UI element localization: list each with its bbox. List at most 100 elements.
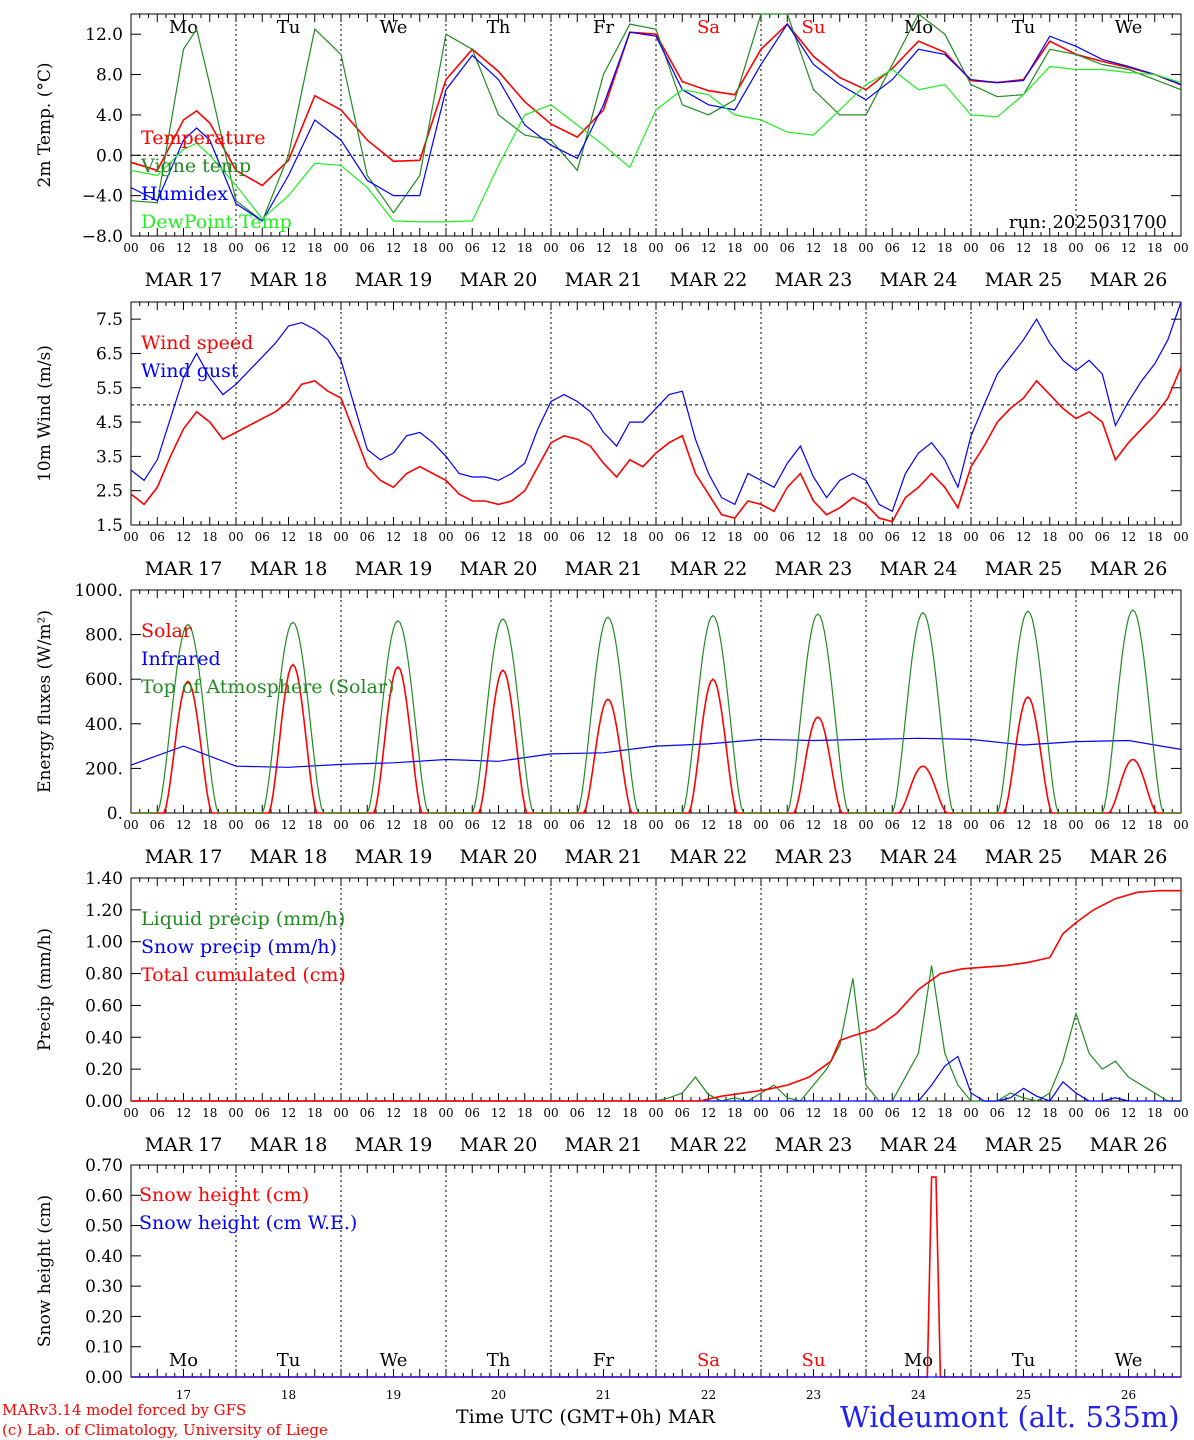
legend-entry: Snow height (cm)	[139, 1184, 309, 1206]
date-label: MAR 18	[250, 558, 328, 580]
hour-tick-label: 00	[543, 241, 558, 255]
hour-tick-label: 12	[1121, 1106, 1136, 1120]
hour-tick-label: 18	[307, 530, 322, 544]
y-tick-label: 0.	[107, 804, 123, 824]
hour-tick-label: 12	[1016, 530, 1031, 544]
day-number-label: 20	[491, 1388, 506, 1402]
legend-entry: DewPoint Temp	[141, 211, 292, 233]
hour-tick-label: 00	[963, 530, 978, 544]
y-tick-label: 0.10	[85, 1338, 123, 1358]
hour-tick-label: 18	[517, 818, 532, 832]
hour-tick-label: 18	[517, 241, 532, 255]
series-line-snow-precip-mm-h	[131, 1055, 1181, 1102]
y-tick-label: 0.00	[85, 1092, 123, 1112]
hour-tick-label: 12	[1121, 818, 1136, 832]
hour-tick-label: 18	[412, 241, 427, 255]
weekday-label: Mo	[904, 1350, 933, 1371]
weekday-label: Mo	[169, 17, 198, 38]
y-tick-label: 0.20	[85, 1307, 123, 1327]
hour-tick-label: 18	[517, 1106, 532, 1120]
hour-tick-label: 00	[648, 818, 663, 832]
date-label: MAR 21	[565, 558, 643, 580]
series-line-wind-speed	[130, 366, 1182, 523]
hour-tick-label: 00	[1173, 530, 1188, 544]
hour-tick-label: 12	[1121, 241, 1136, 255]
legend-entry: Liquid precip (mm/h)	[141, 908, 345, 930]
hour-tick-label: 12	[491, 818, 506, 832]
date-label: MAR 21	[565, 846, 643, 868]
weekday-label: Th	[487, 17, 511, 38]
hour-tick-label: 00	[543, 1106, 558, 1120]
date-label: MAR 25	[985, 269, 1063, 291]
day-number-label: 18	[281, 1388, 296, 1402]
date-label: MAR 22	[670, 1134, 748, 1156]
day-number-label: 22	[701, 1388, 716, 1402]
hour-tick-label: 12	[596, 241, 611, 255]
hour-tick-label: 00	[333, 241, 348, 255]
y-tick-label: 0.0	[96, 146, 123, 166]
hour-tick-label: 12	[701, 241, 716, 255]
hour-tick-label: 00	[228, 1106, 243, 1120]
y-tick-label: 0.20	[85, 1060, 123, 1080]
hour-tick-label: 00	[1173, 818, 1188, 832]
date-label: MAR 18	[250, 846, 328, 868]
model-credit: MARv3.14 model forced by GFS	[2, 1401, 247, 1419]
series-line-infrared	[130, 737, 1182, 768]
y-tick-label: 200.	[85, 759, 123, 779]
legend-entry: Wind gust	[141, 360, 239, 382]
hour-tick-label: 06	[1095, 818, 1110, 832]
hour-tick-label: 00	[228, 530, 243, 544]
hour-tick-label: 18	[307, 818, 322, 832]
day-number-label: 21	[596, 1388, 611, 1402]
date-label: MAR 22	[670, 269, 748, 291]
y-tick-label: 0.30	[85, 1277, 123, 1297]
hour-tick-label: 06	[360, 241, 375, 255]
hour-tick-label: 12	[596, 530, 611, 544]
date-label: MAR 24	[880, 846, 958, 868]
hour-tick-label: 06	[465, 1106, 480, 1120]
hour-tick-label: 06	[465, 818, 480, 832]
hour-tick-label: 00	[1068, 818, 1083, 832]
hour-tick-label: 00	[963, 241, 978, 255]
hour-tick-label: 00	[333, 530, 348, 544]
y-tick-label: 0.70	[85, 1156, 123, 1176]
date-label: MAR 22	[670, 846, 748, 868]
hour-tick-label: 18	[832, 241, 847, 255]
hour-tick-label: 18	[727, 1106, 742, 1120]
hour-tick-label: 18	[1042, 241, 1057, 255]
date-label: MAR 17	[145, 846, 223, 868]
series-line-total-cumulated-cm	[131, 889, 1181, 1102]
hour-tick-label: 18	[202, 1106, 217, 1120]
hour-tick-label: 06	[885, 818, 900, 832]
hour-tick-label: 06	[675, 241, 690, 255]
hour-tick-label: 00	[753, 530, 768, 544]
hour-tick-label: 18	[307, 241, 322, 255]
hour-tick-label: 00	[648, 241, 663, 255]
legend-entry: Infrared	[141, 648, 221, 670]
hour-tick-label: 18	[412, 1106, 427, 1120]
hour-tick-label: 12	[1121, 530, 1136, 544]
hour-tick-label: 18	[412, 530, 427, 544]
hour-tick-label: 12	[806, 530, 821, 544]
date-label: MAR 26	[1090, 1134, 1168, 1156]
hour-tick-label: 12	[701, 818, 716, 832]
hour-tick-label: 00	[333, 1106, 348, 1120]
day-number-label: 17	[176, 1388, 191, 1402]
hour-tick-label: 12	[281, 1106, 296, 1120]
date-label: MAR 26	[1090, 558, 1168, 580]
y-tick-label: 800.	[85, 626, 123, 646]
weekday-label: Su	[802, 1350, 826, 1371]
hour-tick-label: 12	[491, 1106, 506, 1120]
hour-tick-label: 12	[911, 818, 926, 832]
date-label: MAR 20	[460, 269, 538, 291]
hour-tick-label: 00	[858, 530, 873, 544]
hour-tick-label: 12	[806, 818, 821, 832]
y-tick-label: 12.0	[85, 25, 123, 45]
legend-entry: Top of Atmosphere (Solar)	[141, 676, 394, 698]
date-label: MAR 23	[775, 269, 853, 291]
date-label: MAR 21	[565, 1134, 643, 1156]
weekday-label: Fr	[593, 17, 614, 38]
date-label: MAR 24	[880, 1134, 958, 1156]
hour-tick-label: 18	[202, 241, 217, 255]
hour-tick-label: 00	[648, 530, 663, 544]
